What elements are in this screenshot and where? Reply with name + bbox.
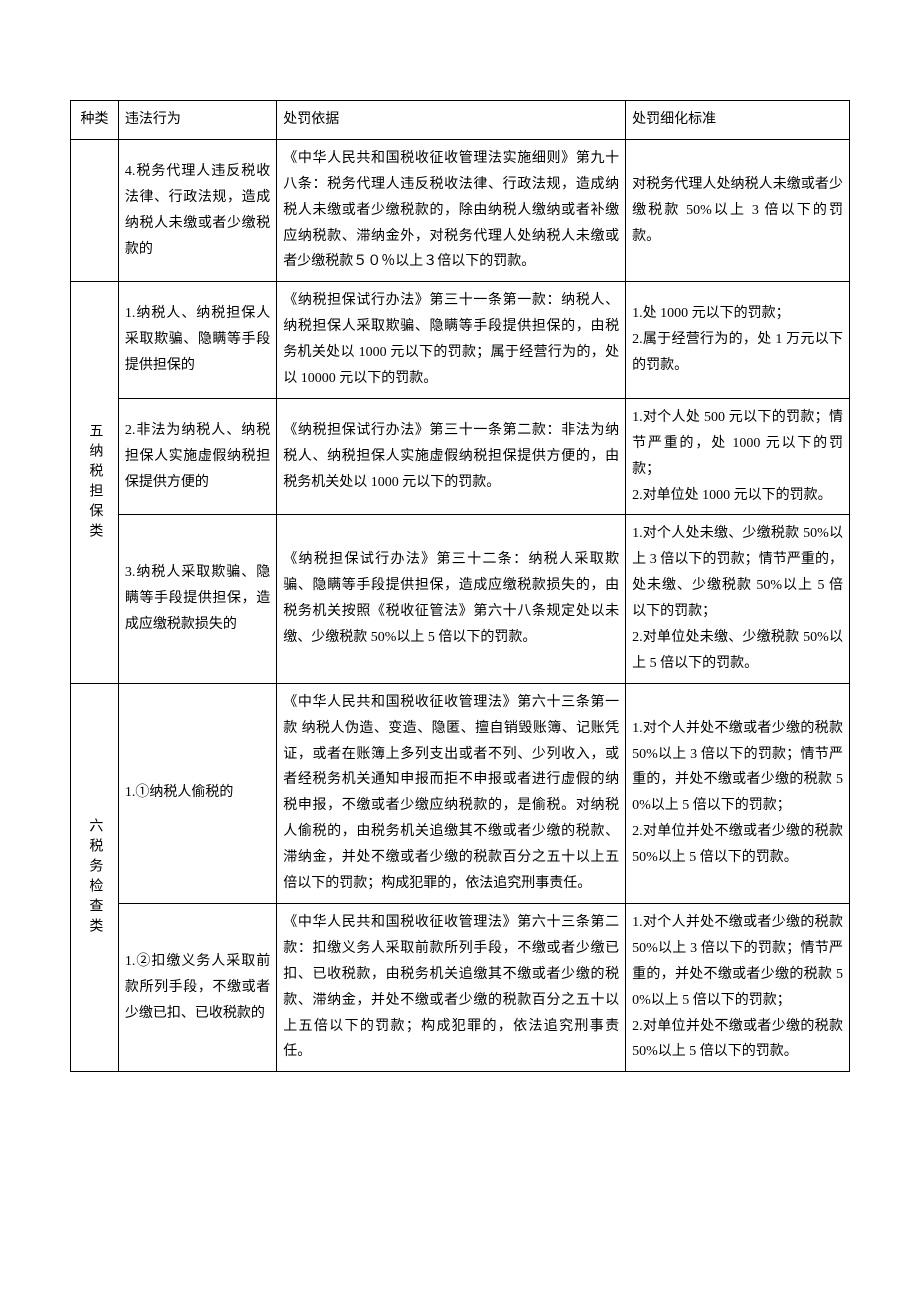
table-row: 2.非法为纳税人、纳税担保人实施虚假纳税担保提供方便的 《纳税担保试行办法》第三… — [71, 398, 850, 515]
cell-category: 五纳税担保类 — [71, 282, 119, 683]
cell-violation: 1.②扣缴义务人采取前款所列手段，不缴或者少缴已扣、已收税款的 — [118, 903, 276, 1071]
cell-basis: 《纳税担保试行办法》第三十一条第一款：纳税人、纳税担保人采取欺骗、隐瞒等手段提供… — [277, 282, 626, 399]
cell-violation: 4.税务代理人违反税收法律、行政法规，造成纳税人未缴或者少缴税款的 — [118, 139, 276, 281]
cell-violation: 3.纳税人采取欺骗、隐瞒等手段提供担保，造成应缴税款损失的 — [118, 515, 276, 683]
cell-violation: 1.①纳税人偷税的 — [118, 683, 276, 903]
cell-standard: 对税务代理人处纳税人未缴或者少缴税款 50%以上 3 倍以下的罚款。 — [626, 139, 850, 281]
cell-basis: 《中华人民共和国税收征收管理法》第六十三条第二款：扣缴义务人采取前款所列手段，不… — [277, 903, 626, 1071]
header-category: 种类 — [71, 101, 119, 140]
cell-standard: 1.处 1000 元以下的罚款；2.属于经营行为的，处 1 万元以下的罚款。 — [626, 282, 850, 399]
table-row: 1.②扣缴义务人采取前款所列手段，不缴或者少缴已扣、已收税款的 《中华人民共和国… — [71, 903, 850, 1071]
cell-violation: 2.非法为纳税人、纳税担保人实施虚假纳税担保提供方便的 — [118, 398, 276, 515]
header-violation: 违法行为 — [118, 101, 276, 140]
cell-standard: 1.对个人处 500 元以下的罚款；情节严重的，处 1000 元以下的罚款；2.… — [626, 398, 850, 515]
cell-basis: 《中华人民共和国税收征收管理法实施细则》第九十八条：税务代理人违反税收法律、行政… — [277, 139, 626, 281]
header-row: 种类 违法行为 处罚依据 处罚细化标准 — [71, 101, 850, 140]
category-label: 五纳税担保类 — [82, 423, 108, 543]
cell-standard: 1.对个人并处不缴或者少缴的税款 50%以上 3 倍以下的罚款；情节严重的，并处… — [626, 683, 850, 903]
cell-standard: 1.对个人并处不缴或者少缴的税款 50%以上 3 倍以下的罚款；情节严重的，并处… — [626, 903, 850, 1071]
header-basis: 处罚依据 — [277, 101, 626, 140]
penalty-table: 种类 违法行为 处罚依据 处罚细化标准 4.税务代理人违反税收法律、行政法规，造… — [70, 100, 850, 1072]
cell-standard: 1.对个人处未缴、少缴税款 50%以上 3 倍以下的罚款；情节严重的，处未缴、少… — [626, 515, 850, 683]
table-row: 六税务检查类 1.①纳税人偷税的 《中华人民共和国税收征收管理法》第六十三条第一… — [71, 683, 850, 903]
category-label: 六税务检查类 — [82, 818, 108, 938]
table-row: 4.税务代理人违反税收法律、行政法规，造成纳税人未缴或者少缴税款的 《中华人民共… — [71, 139, 850, 281]
cell-basis: 《纳税担保试行办法》第三十二条：纳税人采取欺骗、隐瞒等手段提供担保，造成应缴税款… — [277, 515, 626, 683]
cell-category — [71, 139, 119, 281]
cell-basis: 《中华人民共和国税收征收管理法》第六十三条第一款 纳税人伪造、变造、隐匿、擅自销… — [277, 683, 626, 903]
cell-violation: 1.纳税人、纳税担保人采取欺骗、隐瞒等手段提供担保的 — [118, 282, 276, 399]
header-standard: 处罚细化标准 — [626, 101, 850, 140]
table-row: 五纳税担保类 1.纳税人、纳税担保人采取欺骗、隐瞒等手段提供担保的 《纳税担保试… — [71, 282, 850, 399]
cell-basis: 《纳税担保试行办法》第三十一条第二款：非法为纳税人、纳税担保人实施虚假纳税担保提… — [277, 398, 626, 515]
cell-category: 六税务检查类 — [71, 683, 119, 1071]
table-row: 3.纳税人采取欺骗、隐瞒等手段提供担保，造成应缴税款损失的 《纳税担保试行办法》… — [71, 515, 850, 683]
